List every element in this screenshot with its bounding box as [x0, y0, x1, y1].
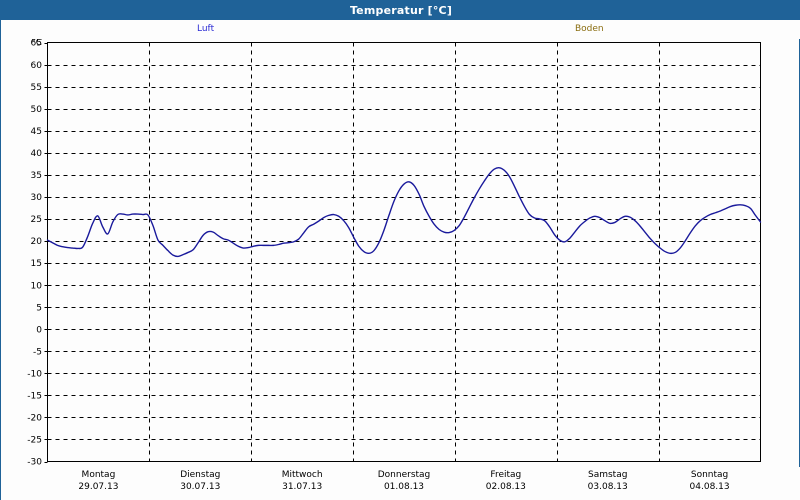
x-axis-day-label: Freitag 02.08.13 — [486, 469, 526, 494]
y-axis-tick-label: 40 — [31, 149, 43, 159]
y-axis-tick-label: 25 — [31, 215, 42, 225]
y-axis-tick-label: 60 — [31, 61, 43, 71]
x-axis-day-date: 29.07.13 — [78, 482, 119, 492]
x-axis-day-date: 30.07.13 — [180, 482, 221, 492]
x-axis-day-label: Mittwoch 31.07.13 — [282, 469, 323, 494]
y-axis-tick-label: 45 — [31, 127, 42, 137]
y-axis-tick-label: 20 — [31, 237, 43, 247]
x-axis-day-labels: Montag 29.07.13 Dienstag 30.07.13 Mittwoch 31… — [1, 467, 800, 500]
x-axis-day-label: Samstag 03.08.13 — [588, 469, 628, 494]
x-axis-day-name: Freitag — [490, 470, 522, 480]
y-axis-tick-label: -15 — [27, 392, 42, 402]
y-axis-tick-label: 50 — [31, 105, 43, 115]
x-axis-day-label: Dienstag 30.07.13 — [180, 469, 220, 494]
y-axis-tick-label: 0 — [36, 325, 42, 335]
x-axis-day-name: Sonntag — [690, 470, 729, 480]
y-axis-unit-label: °C — [31, 39, 42, 48]
y-axis-tick-label: 15 — [31, 259, 42, 269]
y-axis-tick-label: -30 — [27, 458, 42, 467]
legend-item-luft[interactable]: Luft — [197, 24, 215, 34]
y-axis-tick-label: -25 — [27, 436, 42, 446]
x-axis-day-date: 31.07.13 — [282, 482, 323, 492]
y-axis-tick-label: 65 — [31, 39, 42, 49]
data-line-luft — [46, 167, 762, 258]
y-axis-tick-label: 5 — [36, 303, 42, 313]
y-axis-tick-label: -20 — [27, 414, 42, 424]
x-axis-day-name: Mittwoch — [281, 470, 323, 480]
y-axis-unit: °C — [31, 39, 42, 48]
x-axis-day-name: Donnerstag — [377, 470, 431, 480]
x-axis-day-name: Dienstag — [180, 470, 221, 480]
x-axis-day-name: Samstag — [587, 470, 628, 480]
x-axis-day-name: Montag — [81, 470, 116, 480]
legend-item-boden[interactable]: Boden — [575, 24, 604, 34]
x-axis-day-date: 02.08.13 — [485, 482, 526, 492]
chart-legend: Luft Boden — [1, 20, 800, 39]
x-axis-day-label: Montag 29.07.13 — [78, 469, 118, 494]
y-axis-tick-label: 10 — [31, 281, 43, 291]
y-axis-tick-labels: 65605550454035302520151050-5-10-15-20-25… — [27, 39, 42, 467]
chart-svg: 65605550454035302520151050-5-10-15-20-25… — [27, 39, 762, 467]
x-axis-day-label: Sonntag 04.08.13 — [690, 469, 730, 494]
plot-frame — [47, 42, 761, 462]
data-series-group — [46, 167, 762, 258]
y-axis-tick-label: 55 — [31, 83, 42, 93]
x-axis-day-date: 01.08.13 — [383, 482, 425, 492]
y-axis-tick-label: 30 — [31, 193, 43, 203]
plot-area: 65 60 55 50 45 40 35 30 25 20 15 10 5 0 -5 -10 -15 -20 -25… — [1, 39, 800, 467]
vertical-gridlines — [149, 42, 660, 462]
page-title: Temperatur [°C] — [349, 4, 453, 17]
y-axis-tick-label: 35 — [31, 171, 42, 181]
x-axis-day-label: Donnerstag 01.08.13 — [378, 469, 431, 494]
y-axis-tick-label: -10 — [27, 369, 42, 379]
horizontal-gridlines — [47, 65, 761, 440]
window-title-bar: Temperatur [°C] — [1, 1, 800, 20]
y-axis-tick-label: -5 — [33, 347, 42, 357]
x-axis-day-date: 03.08.13 — [587, 482, 628, 492]
x-axis-day-date: 04.08.13 — [689, 482, 730, 492]
